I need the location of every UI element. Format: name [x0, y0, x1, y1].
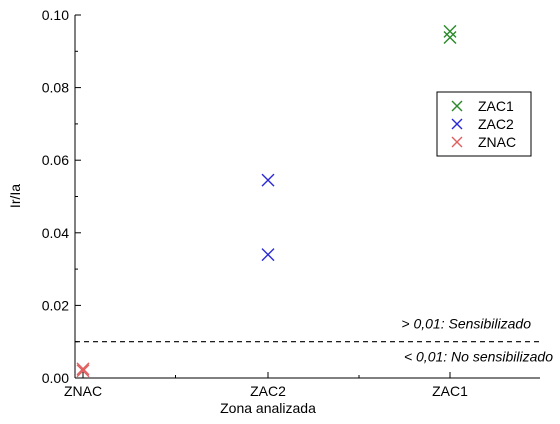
x-tick-label: ZNAC — [64, 383, 102, 399]
legend-marker — [451, 100, 463, 112]
threshold-group: > 0,01: Sensibilizado < 0,01: No sensibi… — [75, 316, 553, 365]
legend-label: ZAC1 — [478, 98, 514, 114]
legend-entry-znac: ZNAC — [451, 134, 516, 150]
y-axis: 0.00 0.02 0.04 0.06 0.08 0.10 — [42, 7, 81, 386]
y-axis-title: Ir/Ia — [7, 184, 23, 208]
marker-stroke — [76, 364, 90, 378]
marker-stroke — [261, 173, 275, 187]
marker-stroke — [261, 248, 275, 262]
threshold-label-below: < 0,01: No sensibilizado — [404, 349, 553, 365]
marker-stroke — [443, 24, 457, 38]
legend-label: ZAC2 — [478, 116, 514, 132]
marker-stroke — [76, 362, 90, 376]
y-tick-label: 0.00 — [42, 370, 69, 386]
legend-entry-zac2: ZAC2 — [451, 116, 514, 132]
legend-entry-zac1: ZAC1 — [451, 98, 514, 114]
data-points — [76, 24, 457, 378]
marker-stroke — [443, 31, 457, 45]
data-point-znac — [76, 362, 90, 376]
legend-marker — [451, 136, 463, 148]
data-point-zac1 — [443, 31, 457, 45]
y-tick-label: 0.04 — [42, 225, 69, 241]
x-axis-title: Zona analizada — [220, 400, 316, 416]
y-tick-label: 0.08 — [42, 80, 69, 96]
legend: ZAC1 ZAC2 ZNAC — [436, 91, 532, 157]
x-tick-label: ZAC2 — [250, 383, 286, 399]
data-point-zac1 — [443, 24, 457, 38]
x-axis: ZNAC ZAC2 ZAC1 — [64, 372, 540, 399]
legend-label: ZNAC — [478, 134, 516, 150]
legend-marker — [451, 118, 463, 130]
data-point-zac2 — [261, 173, 275, 187]
legend-box — [436, 91, 532, 157]
data-point-znac — [76, 364, 90, 378]
y-tick-label: 0.02 — [42, 297, 69, 313]
y-tick-label: 0.10 — [42, 7, 69, 23]
threshold-label-above: > 0,01: Sensibilizado — [401, 316, 531, 332]
y-tick-label: 0.06 — [42, 152, 69, 168]
x-tick-label: ZAC1 — [432, 383, 468, 399]
data-point-zac2 — [261, 248, 275, 262]
